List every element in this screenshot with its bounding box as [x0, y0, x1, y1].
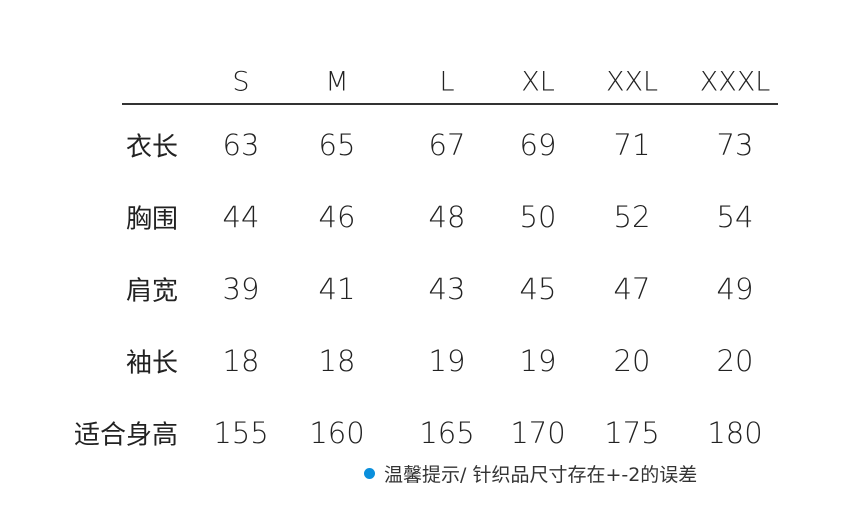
table-cell: 18 — [318, 344, 356, 378]
row-label: 胸围 — [125, 204, 178, 235]
header-divider — [122, 103, 778, 105]
table-cell: 49 — [716, 272, 754, 306]
table-cell: 48 — [428, 200, 466, 234]
table-cell: 20 — [716, 344, 754, 378]
table-cell: 65 — [318, 128, 356, 162]
column-header: XXL — [605, 66, 659, 98]
column-header: S — [232, 66, 250, 98]
table-cell: 50 — [519, 200, 557, 234]
table-cell: 69 — [519, 128, 557, 162]
column-header: XL — [521, 66, 555, 98]
table-cell: 175 — [604, 416, 660, 450]
row-label: 肩宽 — [125, 276, 178, 307]
table-cell: 170 — [510, 416, 566, 450]
table-cell: 44 — [222, 200, 260, 234]
table-cell: 47 — [613, 272, 651, 306]
table-cell: 19 — [519, 344, 557, 378]
table-cell: 67 — [428, 128, 466, 162]
column-header: XXXL — [699, 66, 771, 98]
table-cell: 19 — [428, 344, 466, 378]
table-cell: 20 — [613, 344, 651, 378]
table-cell: 63 — [222, 128, 260, 162]
bullet-dot-icon — [364, 468, 375, 479]
footnote: 温馨提示/ 针织品尺寸存在+-2的误差 — [364, 460, 697, 487]
table-cell: 46 — [318, 200, 356, 234]
table-cell: 160 — [309, 416, 365, 450]
table-cell: 41 — [318, 272, 356, 306]
column-header: M — [325, 66, 349, 98]
table-cell: 71 — [613, 128, 651, 162]
table-cell: 54 — [716, 200, 754, 234]
table-cell: 165 — [419, 416, 475, 450]
table-cell: 45 — [519, 272, 557, 306]
row-label: 适合身高 — [73, 420, 178, 451]
table-cell: 43 — [428, 272, 466, 306]
row-label: 衣长 — [125, 132, 178, 163]
table-cell: 18 — [222, 344, 260, 378]
column-header: L — [439, 66, 455, 98]
table-cell: 52 — [613, 200, 651, 234]
footnote-text: 温馨提示/ 针织品尺寸存在+-2的误差 — [384, 464, 698, 486]
table-cell: 39 — [222, 272, 260, 306]
table-cell: 180 — [707, 416, 763, 450]
table-cell: 155 — [213, 416, 269, 450]
row-label: 袖长 — [125, 348, 178, 379]
table-cell: 73 — [716, 128, 754, 162]
